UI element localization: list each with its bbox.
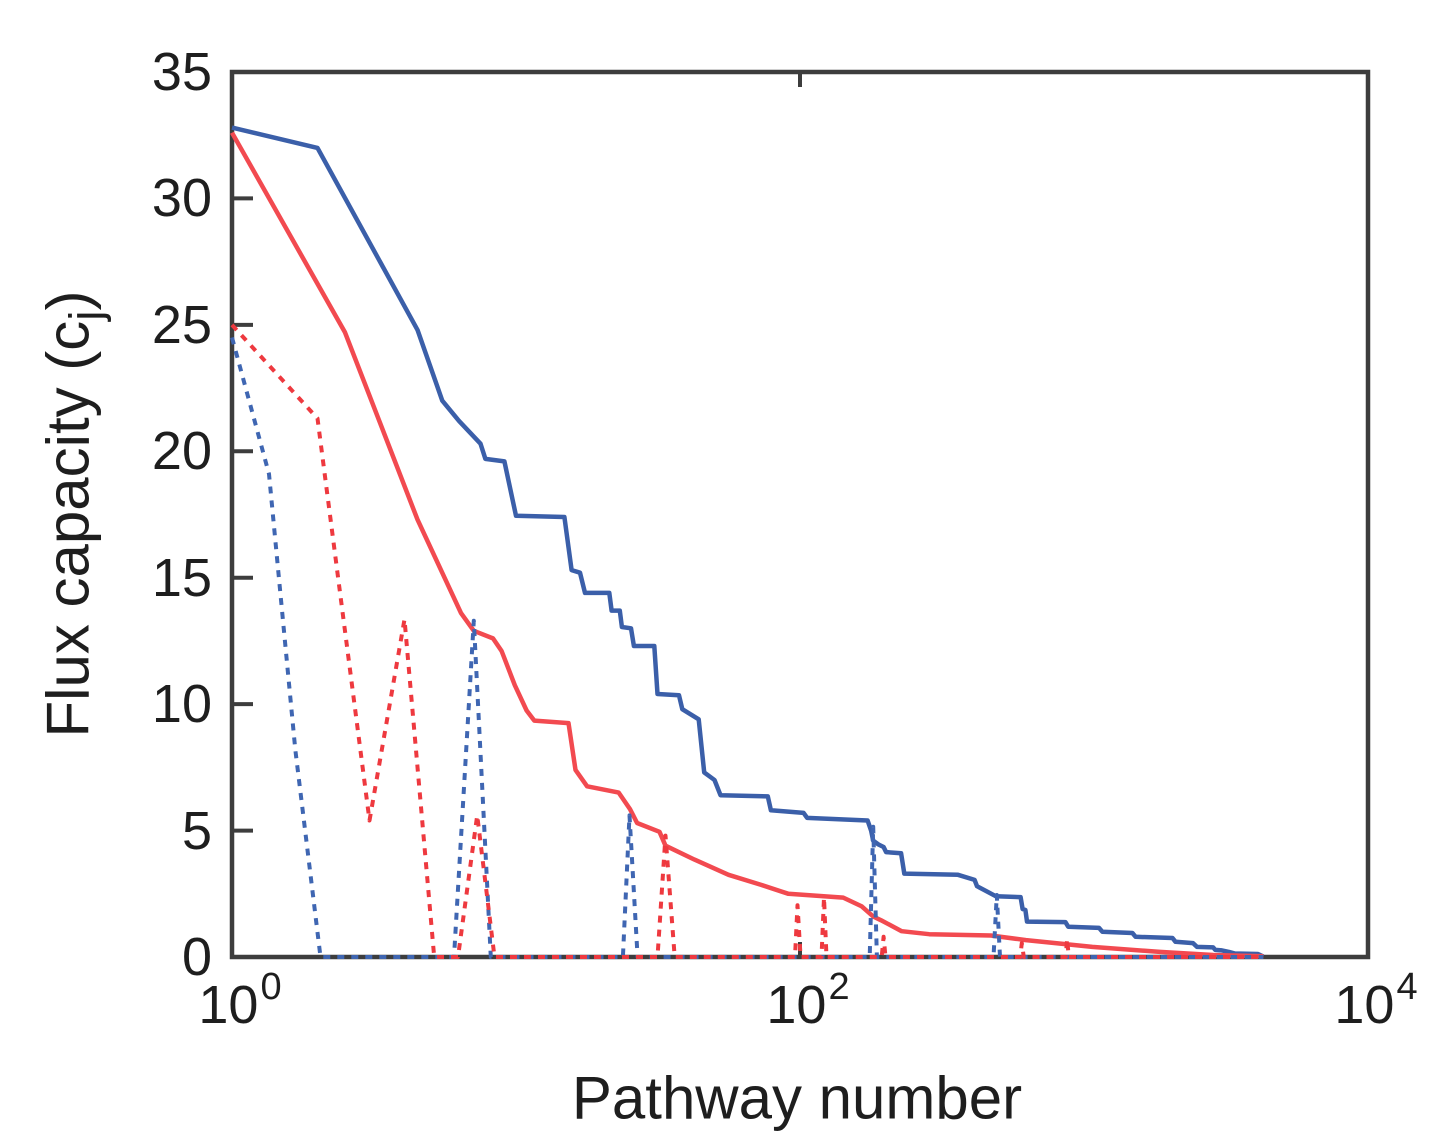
y-axis-title-main: Flux capacity (c [34,320,102,738]
blue-dashed-pathway-order-curve [230,336,1264,959]
x-axis-title: Pathway number [571,1064,1023,1132]
y-axis-title-end: ) [34,290,102,311]
red-dashed-pathway-order-curve [230,323,1264,959]
y-axis-title: Flux capacity (cj) [34,290,112,738]
blue-solid-sorted-capacity-curve [231,125,1265,959]
red-solid-sorted-capacity-curve [230,131,1264,959]
y-axis-title-subscript: j [59,310,112,321]
plot-frame [229,69,1371,960]
